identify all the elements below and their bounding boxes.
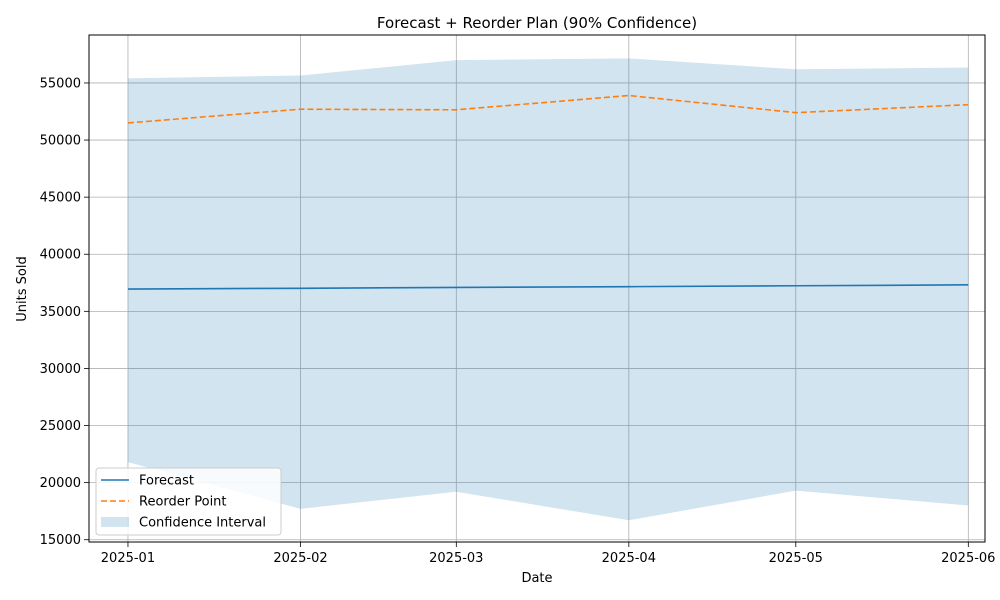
y-tick-label: 30000 [40, 362, 81, 377]
legend-confidence-interval-swatch [101, 517, 129, 527]
legend-confidence-interval-label: Confidence Interval [139, 516, 266, 531]
x-tick-label: 2025-03 [429, 551, 483, 566]
axes-layer [88, 34, 986, 543]
series-layer [127, 94, 969, 290]
legend-reorder-point-label: Reorder Point [139, 495, 227, 510]
chart-title: Forecast + Reorder Plan (90% Confidence) [377, 14, 697, 32]
x-tick-label: 2025-02 [273, 551, 327, 566]
y-tick-label: 20000 [40, 476, 81, 491]
y-tick-label: 45000 [40, 191, 81, 206]
x-tick-label: 2025-05 [769, 551, 823, 566]
forecast-line [127, 284, 969, 290]
reorder-point-line [127, 94, 969, 124]
y-tick-label: 50000 [40, 134, 81, 149]
confidence-interval-band [127, 58, 969, 521]
x-tick-label: 2025-01 [101, 551, 155, 566]
x-tick-label: 2025-04 [602, 551, 656, 566]
x-ticks: 2025-01 2025-02 2025-03 2025-04 2025-05 2025-… [101, 542, 995, 566]
band-layer [127, 58, 969, 521]
x-axis-label: Date [521, 571, 552, 586]
legend: Forecast Reorder Point Confidence Interval [95, 467, 282, 536]
y-tick-label: 55000 [40, 76, 81, 91]
plot-frame [88, 34, 986, 543]
legend-box [95, 467, 282, 536]
y-tick-label: 25000 [40, 419, 81, 434]
y-ticks: 15000 20000 25000 30000 35000 40000 45000 50000… [40, 76, 89, 548]
x-tick-label: 2025-06 [941, 551, 995, 566]
y-axis-label: Units Sold [15, 256, 30, 321]
y-tick-label: 15000 [40, 533, 81, 548]
legend-forecast-label: Forecast [139, 474, 194, 489]
y-tick-label: 35000 [40, 305, 81, 320]
y-tick-label: 40000 [40, 248, 81, 263]
